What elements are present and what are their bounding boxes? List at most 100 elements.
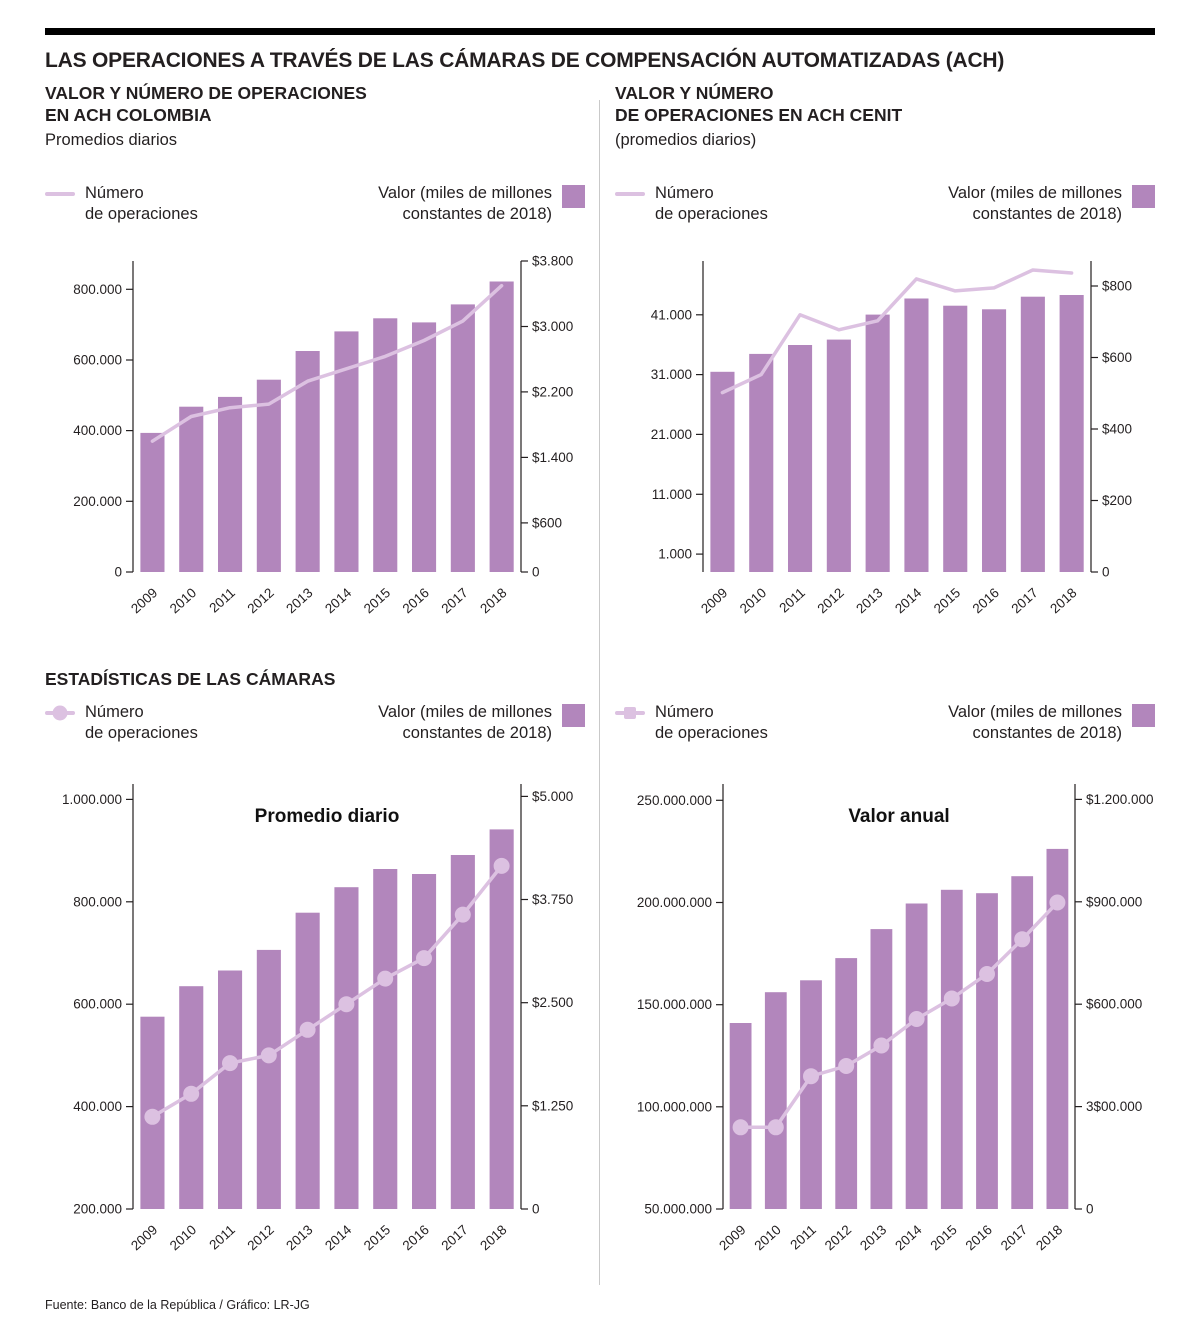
top-charts-row: VALOR Y NÚMERO DE OPERACIONES EN ACH COLO… — [45, 83, 1155, 649]
svg-text:2010: 2010 — [167, 585, 199, 616]
legend-number: Número de operaciones — [45, 183, 198, 224]
svg-text:2016: 2016 — [963, 1222, 995, 1253]
svg-text:2011: 2011 — [206, 585, 238, 616]
svg-text:2009: 2009 — [716, 1222, 748, 1253]
svg-text:200.000.000: 200.000.000 — [637, 895, 712, 910]
legend: Número de operaciones Valor (miles de mil… — [45, 183, 585, 241]
svg-text:2018: 2018 — [1033, 1222, 1065, 1253]
legend-value: Valor (miles de millones constantes de 20… — [378, 183, 585, 224]
svg-text:2018: 2018 — [477, 1222, 509, 1253]
combo-chart-ach-colombia: 800.000 600.000 400.000 200.000 0 $3.800 $3.00… — [45, 249, 585, 649]
svg-text:2016: 2016 — [400, 1222, 432, 1253]
svg-text:0: 0 — [532, 565, 540, 580]
svg-text:2011: 2011 — [206, 1222, 238, 1253]
legend-value-label: Valor (miles de millones constantes de 20… — [948, 184, 1122, 223]
value-bar-swatch — [1132, 185, 1155, 208]
svg-text:2018: 2018 — [1047, 585, 1079, 616]
svg-text:2013: 2013 — [283, 1222, 315, 1253]
chart-head: VALOR Y NÚMERO DE OPERACIONES EN ACH COLO… — [45, 83, 585, 179]
chart-title-ach-cenit: VALOR Y NÚMERO DE OPERACIONES EN ACH CENI… — [615, 83, 1155, 127]
svg-text:1.000: 1.000 — [658, 547, 692, 562]
svg-text:$400: $400 — [1102, 422, 1132, 437]
chart-svg: 1.000.000 800.000 600.000 400.000 200.000 $5.… — [62, 784, 573, 1254]
svg-text:2017: 2017 — [438, 1222, 470, 1253]
svg-text:41.000: 41.000 — [651, 307, 692, 322]
svg-text:400.000: 400.000 — [73, 423, 122, 438]
legend-number: Número de operaciones — [45, 702, 198, 743]
value-bar-swatch — [1132, 704, 1155, 727]
legend-value: Valor (miles de millones constantes de 20… — [948, 702, 1155, 743]
svg-text:2014: 2014 — [322, 585, 355, 617]
svg-text:2013: 2013 — [853, 585, 885, 616]
svg-text:2018: 2018 — [477, 585, 509, 616]
svg-text:2012: 2012 — [822, 1222, 854, 1253]
legend-number: Número de operaciones — [615, 183, 768, 224]
svg-text:2017: 2017 — [438, 585, 470, 616]
svg-text:600.000: 600.000 — [73, 353, 122, 368]
chart-svg: 800.000 600.000 400.000 200.000 0 $3.800 $3.00… — [73, 254, 573, 617]
legend-value-label: Valor (miles de millones constantes de 20… — [378, 184, 552, 223]
svg-text:$900.000: $900.000 — [1086, 894, 1142, 909]
chart-block-valor-anual: Número de operaciones Valor (miles de mil… — [615, 698, 1155, 1288]
chart-subtitle: Promedios diarios — [45, 130, 178, 149]
svg-text:Valor anual: Valor anual — [848, 806, 949, 827]
chart-title-line1: VALOR Y NÚMERO — [615, 83, 774, 103]
svg-text:2017: 2017 — [1008, 585, 1040, 616]
svg-text:2009: 2009 — [698, 585, 730, 616]
svg-text:2013: 2013 — [857, 1222, 889, 1253]
svg-text:2012: 2012 — [244, 585, 276, 616]
svg-text:$600.000: $600.000 — [1086, 997, 1142, 1012]
svg-text:$200: $200 — [1102, 493, 1132, 508]
chart-title-line2: EN ACH COLOMBIA — [45, 104, 212, 125]
svg-text:600.000: 600.000 — [73, 997, 122, 1012]
svg-text:21.000: 21.000 — [651, 427, 692, 442]
legend-number-label: Número de operaciones — [85, 184, 198, 223]
svg-text:$1.250: $1.250 — [532, 1098, 573, 1113]
svg-text:2012: 2012 — [244, 1222, 276, 1253]
legend-value-label: Valor (miles de millones constantes de 20… — [948, 703, 1122, 742]
svg-text:2016: 2016 — [970, 585, 1002, 616]
page-title: LAS OPERACIONES A TRAVÉS DE LAS CÁMARAS … — [45, 49, 1005, 72]
svg-text:Promedio diario: Promedio diario — [255, 806, 400, 827]
svg-text:100.000.000: 100.000.000 — [637, 1099, 712, 1114]
svg-text:3$00.000: 3$00.000 — [1086, 1099, 1142, 1114]
svg-text:150.000.000: 150.000.000 — [637, 997, 712, 1012]
combo-chart-promedio-diario: 1.000.000 800.000 600.000 400.000 200.000 $5.… — [45, 768, 585, 1288]
number-line-swatch — [45, 192, 75, 196]
svg-text:2009: 2009 — [128, 585, 160, 616]
svg-text:2009: 2009 — [128, 1222, 160, 1253]
svg-text:$5.000: $5.000 — [532, 789, 573, 804]
svg-text:11.000: 11.000 — [652, 487, 692, 502]
svg-text:2015: 2015 — [361, 585, 393, 616]
top-rule — [45, 28, 1155, 35]
number-line-dot-swatch — [45, 711, 75, 715]
svg-text:0: 0 — [1086, 1202, 1094, 1217]
svg-text:0: 0 — [532, 1202, 540, 1217]
svg-text:0: 0 — [114, 565, 122, 580]
number-line-square-swatch — [615, 711, 645, 715]
svg-text:0: 0 — [1102, 565, 1110, 580]
svg-text:$2.200: $2.200 — [532, 384, 573, 399]
svg-text:$600: $600 — [1102, 350, 1132, 365]
svg-text:800.000: 800.000 — [73, 894, 122, 909]
combo-chart-ach-cenit: 41.000 31.000 21.000 11.000 1.000 $800 $600 $40… — [615, 249, 1155, 649]
svg-text:$800: $800 — [1102, 279, 1132, 294]
svg-text:2014: 2014 — [892, 585, 925, 617]
svg-text:2010: 2010 — [167, 1222, 199, 1253]
svg-text:$3.750: $3.750 — [532, 892, 573, 907]
svg-text:2014: 2014 — [322, 1222, 355, 1254]
column-divider — [599, 100, 600, 1285]
svg-text:250.000.000: 250.000.000 — [637, 793, 712, 808]
chart-title-line1: VALOR Y NÚMERO DE OPERACIONES — [45, 83, 367, 103]
svg-text:2014: 2014 — [892, 1222, 925, 1254]
svg-text:1.000.000: 1.000.000 — [62, 792, 122, 807]
chart-svg: 41.000 31.000 21.000 11.000 1.000 $800 $600 $40… — [651, 261, 1132, 617]
legend: Número de operaciones Valor (miles de mil… — [45, 702, 585, 760]
svg-text:2010: 2010 — [737, 585, 769, 616]
svg-text:800.000: 800.000 — [73, 282, 122, 297]
legend-value: Valor (miles de millones constantes de 20… — [378, 702, 585, 743]
value-bar-swatch — [562, 185, 585, 208]
combo-chart-valor-anual: 250.000.000 200.000.000 150.000.000 100.000… — [615, 768, 1155, 1288]
legend: Número de operaciones Valor (miles de mil… — [615, 183, 1155, 241]
